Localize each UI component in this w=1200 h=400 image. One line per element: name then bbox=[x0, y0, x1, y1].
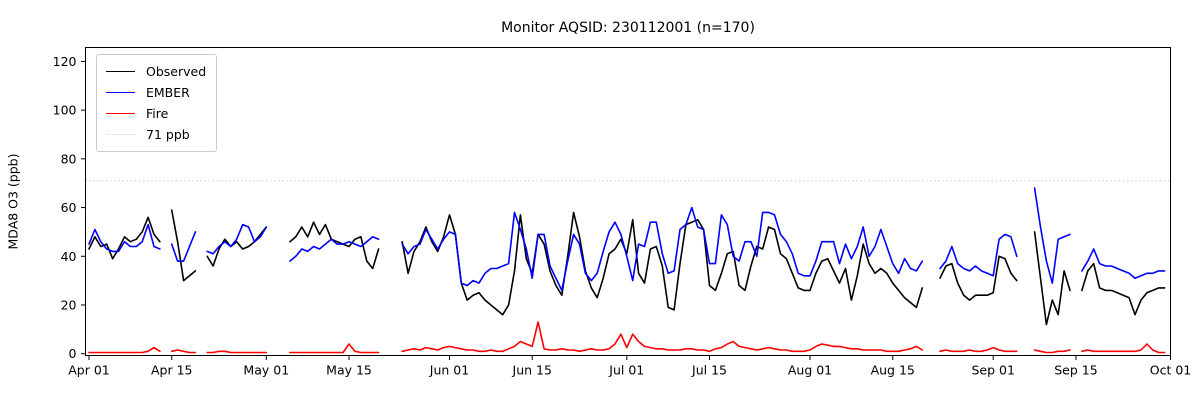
x-tick-label: Jun 01 bbox=[429, 363, 469, 378]
x-tick-label: Apr 01 bbox=[68, 363, 110, 378]
y-tick-label: 60 bbox=[61, 200, 77, 215]
y-tick-label: 80 bbox=[61, 151, 77, 166]
x-tick-label: Sep 01 bbox=[971, 363, 1014, 378]
y-tick-label: 40 bbox=[61, 249, 77, 264]
x-tick-label: Jun 15 bbox=[512, 363, 552, 378]
y-tick-label: 0 bbox=[69, 346, 77, 361]
fire-line bbox=[88, 321, 1166, 354]
x-tick-label: May 15 bbox=[326, 363, 372, 378]
observed-line bbox=[88, 209, 1166, 326]
legend-label: Observed bbox=[146, 64, 207, 79]
ember-line-sample bbox=[106, 92, 135, 93]
legend-item-threshold: 71 ppb bbox=[106, 124, 206, 145]
x-tick-label: Sep 15 bbox=[1054, 363, 1097, 378]
y-tick-label: 20 bbox=[61, 297, 77, 312]
x-tick-label: Apr 15 bbox=[151, 363, 193, 378]
x-tick-label: Aug 01 bbox=[788, 363, 832, 378]
x-tick-label: May 01 bbox=[243, 363, 289, 378]
legend-label: Fire bbox=[146, 106, 169, 121]
threshold-line-sample bbox=[106, 134, 135, 135]
y-tick-label: 100 bbox=[53, 103, 77, 118]
x-tick-label: Jul 01 bbox=[608, 363, 644, 378]
x-tick-label: Oct 01 bbox=[1150, 363, 1192, 378]
fire-line-sample bbox=[106, 113, 135, 114]
legend-item-fire: Fire bbox=[106, 103, 206, 124]
legend-item-observed: Observed bbox=[106, 61, 206, 82]
plot-area bbox=[85, 47, 1171, 356]
plot-spines bbox=[85, 47, 1171, 356]
legend-item-ember: EMBER bbox=[106, 82, 206, 103]
observed-line-sample bbox=[106, 71, 135, 72]
y-tick-label: 120 bbox=[53, 54, 77, 69]
x-tick-label: Jul 15 bbox=[691, 363, 727, 378]
ember-line bbox=[88, 187, 1166, 292]
legend-label: 71 ppb bbox=[146, 127, 190, 142]
chart-title: Monitor AQSID: 230112001 (n=170) bbox=[501, 20, 755, 36]
legend-box: Observed EMBER Fire 71 ppb bbox=[96, 54, 218, 152]
x-tick-label: Aug 15 bbox=[871, 363, 915, 378]
legend-label: EMBER bbox=[146, 85, 190, 100]
